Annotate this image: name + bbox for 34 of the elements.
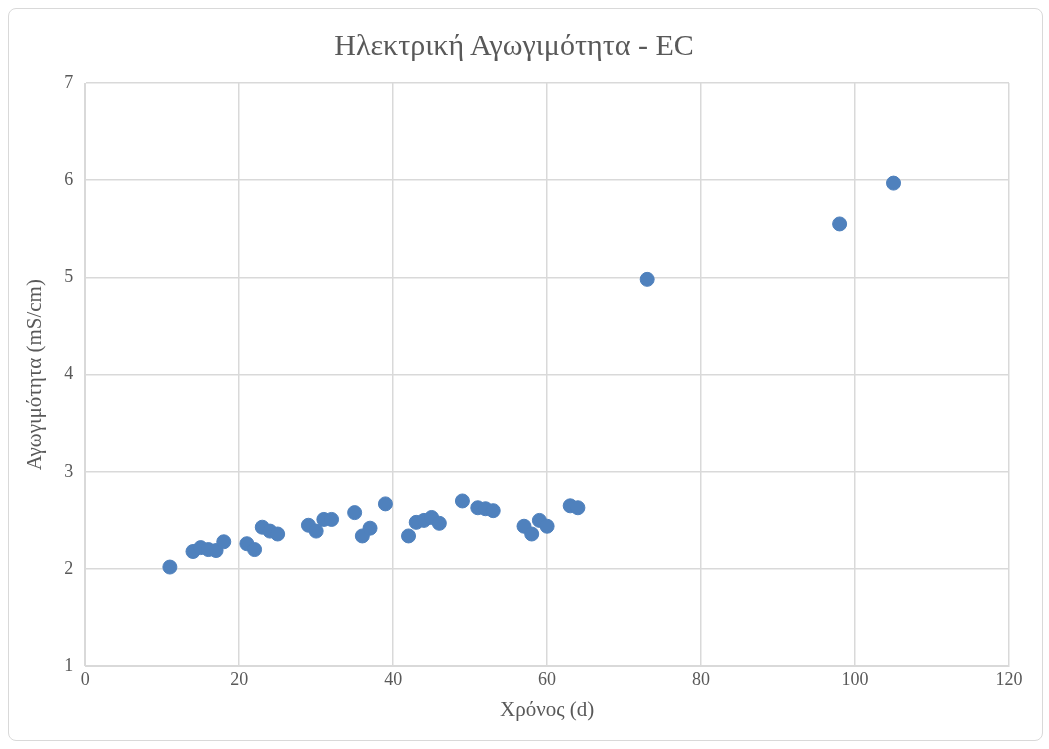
y-tick-label: 1 bbox=[64, 654, 74, 675]
point bbox=[886, 175, 902, 191]
y-tick-label: 4 bbox=[64, 363, 74, 384]
point bbox=[539, 518, 555, 534]
point bbox=[832, 216, 848, 232]
x-tick-label: 40 bbox=[384, 668, 403, 689]
point bbox=[639, 271, 655, 287]
y-tick-label: 3 bbox=[64, 460, 74, 481]
x-tick-label: 120 bbox=[995, 668, 1023, 689]
y-tick-label: 6 bbox=[64, 168, 74, 189]
point bbox=[162, 559, 178, 575]
x-tick-label: 0 bbox=[80, 668, 90, 689]
x-tick-label: 100 bbox=[841, 668, 869, 689]
point bbox=[570, 500, 586, 516]
x-axis-title: Χρόνος (d) bbox=[500, 696, 595, 721]
point bbox=[524, 526, 540, 542]
y-tick-label: 5 bbox=[64, 266, 74, 287]
x-tick-label: 20 bbox=[230, 668, 249, 689]
point bbox=[216, 534, 232, 550]
y-axis-title: Αγωγιμότητα (mS/cm) bbox=[22, 279, 47, 471]
point bbox=[270, 526, 286, 542]
point bbox=[377, 496, 393, 512]
point bbox=[308, 523, 324, 539]
y-tick-label: 2 bbox=[64, 557, 74, 578]
point bbox=[401, 528, 417, 544]
point bbox=[454, 493, 470, 509]
chart-title: Ηλεκτρική Αγωγιμότητα - EC bbox=[334, 27, 694, 61]
point bbox=[431, 515, 447, 531]
x-tick-label: 60 bbox=[538, 668, 557, 689]
point bbox=[247, 542, 263, 558]
point bbox=[362, 520, 378, 536]
point bbox=[347, 505, 363, 521]
x-tick-label: 80 bbox=[692, 668, 711, 689]
y-tick-label: 7 bbox=[64, 71, 74, 92]
